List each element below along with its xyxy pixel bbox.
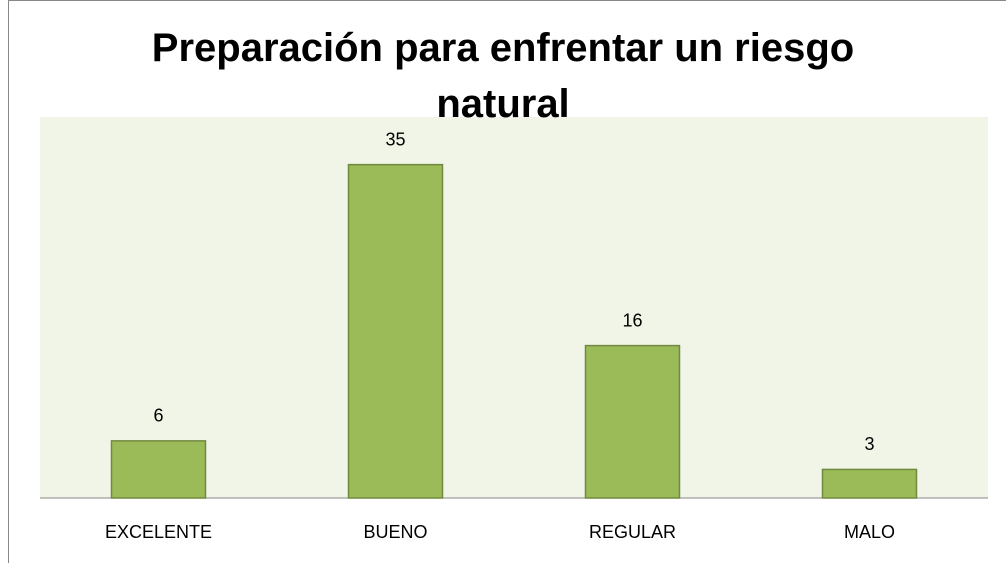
x-tick-label: MALO — [844, 522, 895, 542]
plot-area — [40, 117, 988, 498]
bar — [821, 468, 918, 499]
x-tick-label: REGULAR — [589, 522, 676, 542]
data-label: 6 — [153, 406, 163, 426]
chart-title: Preparación para enfrentar un riesgo nat… — [151, 26, 855, 126]
data-label: 16 — [622, 310, 642, 330]
bar — [347, 163, 444, 499]
bar — [584, 344, 681, 499]
data-label: 35 — [385, 129, 405, 149]
bar — [110, 440, 207, 499]
x-tick-label: BUENO — [363, 522, 427, 542]
data-label: 3 — [864, 434, 874, 454]
x-tick-label: EXCELENTE — [105, 522, 212, 542]
